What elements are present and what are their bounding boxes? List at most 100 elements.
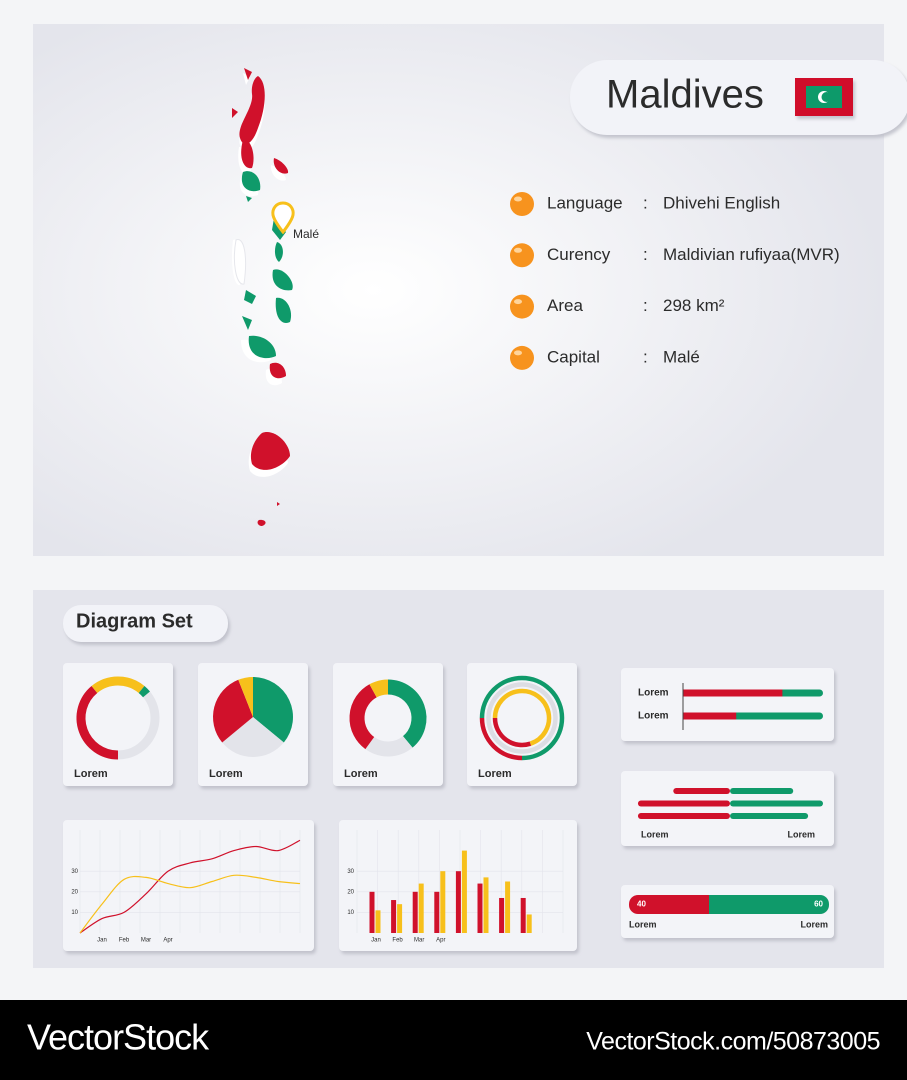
bar: [434, 891, 440, 933]
y-tick-label: 20: [347, 889, 354, 895]
fact-bullet: [510, 294, 534, 319]
flag: [795, 78, 853, 116]
bar: [730, 800, 823, 807]
city-label: Malé: [293, 227, 319, 241]
footer: [0, 1000, 907, 1080]
card: [63, 820, 314, 951]
y-tick-label: 20: [71, 889, 78, 895]
line-series: [79, 839, 301, 934]
ring-segment: [479, 675, 565, 761]
bar: [637, 813, 730, 819]
x-tick-label: Feb: [392, 938, 403, 944]
card-label: Lorem: [478, 768, 512, 780]
fact-label: Language: [547, 193, 623, 212]
fact-separator: :: [643, 296, 648, 315]
section-title: Diagram Set: [76, 610, 193, 632]
fact-separator: :: [643, 193, 648, 212]
donut-segment: [91, 676, 145, 694]
bar: [637, 800, 730, 807]
bar-label: Lorem: [787, 829, 815, 839]
y-tick-label: 10: [347, 910, 354, 916]
pie-slice: [213, 679, 253, 743]
facts: Language: Dhivehi English Curency: Maldivia…: [510, 192, 840, 370]
x-tick-label: Mar: [414, 938, 424, 944]
x-tick-label: Apr: [163, 938, 172, 944]
y-tick-label: 10: [71, 910, 78, 916]
bullet-shine: [514, 196, 522, 202]
donut-segment: [365, 735, 413, 757]
brand: VectorStock: [27, 1017, 210, 1058]
bullet-shine: [514, 350, 522, 356]
fact-label: Curency: [547, 245, 611, 264]
fact-value: 298 km²: [663, 296, 725, 315]
bullet-shine: [514, 247, 522, 253]
fact-label: Area: [547, 296, 583, 315]
bar: [397, 904, 403, 933]
donut-segment: [387, 679, 427, 748]
fact-separator: :: [643, 347, 648, 366]
progress-segment: [629, 895, 709, 914]
progress-value: 60: [814, 900, 823, 909]
card: [621, 668, 834, 741]
bar: [418, 883, 424, 933]
fact-bullet: [510, 192, 534, 216]
bar: [412, 891, 418, 933]
y-tick-label: 30: [347, 869, 354, 875]
donut-segment: [369, 679, 389, 698]
charts: Lorem Lorem Lorem Lorem Lorem Lorem Lorem Lorem…: [63, 663, 834, 951]
bar: [505, 881, 511, 933]
bar: [499, 897, 505, 933]
bar: [683, 689, 783, 697]
ring-segment: [486, 682, 558, 754]
x-tick-label: Jan: [97, 938, 107, 944]
y-tick-label: 30: [71, 869, 78, 875]
pie-slice: [238, 677, 253, 717]
card-label: Lorem: [74, 768, 108, 780]
bar-label: Lorem: [638, 711, 669, 722]
fact-bullet: [510, 243, 534, 268]
fact-value: Malé: [663, 347, 700, 366]
donut-segment: [349, 684, 378, 750]
bullet-shine: [514, 299, 522, 305]
x-tick-label: Jan: [371, 938, 381, 944]
pie-slice: [253, 677, 293, 743]
progress-joint: [709, 895, 719, 914]
bar: [520, 897, 526, 933]
x-tick-label: Mar: [141, 938, 151, 944]
donut-segment: [138, 686, 150, 698]
progress-label: Lorem: [629, 919, 657, 929]
bar: [673, 788, 730, 794]
bar-label: Lorem: [638, 688, 669, 699]
title: Maldives: [606, 73, 764, 117]
bar: [477, 883, 483, 933]
bar: [483, 877, 489, 933]
progress-joint: [699, 895, 709, 914]
card-label: Lorem: [344, 768, 378, 780]
bar: [369, 891, 375, 933]
x-tick-label: Apr: [436, 938, 445, 944]
progress-segment: [709, 895, 829, 914]
bar: [730, 813, 809, 819]
bar: [683, 712, 737, 720]
fact-separator: :: [643, 245, 648, 264]
bar: [440, 871, 446, 933]
section-pill: [63, 605, 228, 642]
ring-segment: [479, 717, 523, 761]
progress-value: 40: [637, 900, 646, 909]
map: Malé: [231, 68, 319, 526]
fact-value: Maldivian rufiyaa(MVR): [663, 245, 840, 264]
fact-value: Dhivehi English: [663, 193, 780, 212]
fact-label: Capital: [547, 347, 600, 366]
bar: [391, 900, 397, 933]
ring-segment: [492, 717, 532, 748]
ring-segment: [492, 688, 552, 746]
bar: [526, 914, 532, 933]
bar-label: Lorem: [641, 829, 669, 839]
card: [467, 663, 577, 786]
city-pin: [271, 201, 295, 235]
card-label: Lorem: [209, 768, 243, 780]
image-id: VectorStock.com/50873005: [586, 1028, 880, 1056]
pie-slice: [222, 717, 284, 757]
donut-segment: [76, 686, 119, 760]
